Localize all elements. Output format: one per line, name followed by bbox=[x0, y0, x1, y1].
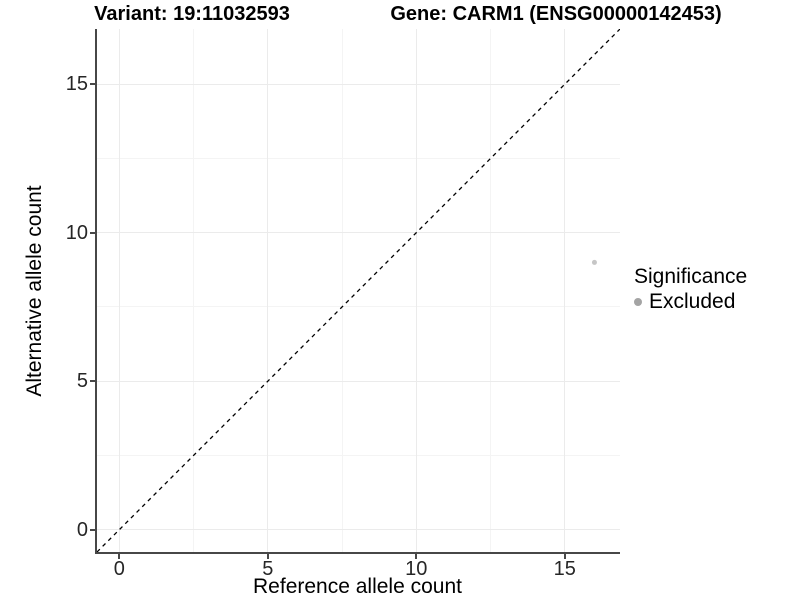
plot-title-variant: Variant: 19:11032593 bbox=[94, 3, 290, 25]
x-tick-mark bbox=[266, 554, 269, 559]
minor-gridline-vertical bbox=[341, 29, 343, 552]
minor-gridline-horizontal bbox=[97, 454, 620, 456]
identity-dashed-line bbox=[97, 29, 620, 552]
data-point bbox=[591, 259, 597, 265]
minor-gridline-vertical bbox=[193, 29, 195, 552]
major-gridline-vertical bbox=[415, 29, 417, 552]
minor-gridline-horizontal bbox=[97, 306, 620, 308]
major-gridline-horizontal bbox=[97, 83, 620, 85]
major-gridline-horizontal bbox=[97, 380, 620, 382]
plot-canvas bbox=[97, 29, 620, 552]
minor-gridline-vertical bbox=[490, 29, 491, 552]
major-gridline-vertical bbox=[564, 29, 566, 552]
y-tick-mark bbox=[90, 83, 95, 86]
legend-point-icon bbox=[634, 297, 642, 306]
legend: Significance Excluded bbox=[634, 264, 747, 314]
x-tick-label: 0 bbox=[113, 558, 125, 580]
x-tick-label: 15 bbox=[553, 558, 576, 580]
y-tick-mark bbox=[90, 231, 95, 234]
major-gridline-horizontal bbox=[97, 529, 620, 531]
y-tick-mark bbox=[90, 380, 95, 383]
x-tick-label: 10 bbox=[405, 558, 428, 580]
y-axis-title: Alternative allele count bbox=[23, 185, 46, 397]
y-tick-label: 10 bbox=[65, 221, 88, 244]
plot-title-gene: Gene: CARM1 (ENSG00000142453) bbox=[390, 3, 722, 25]
minor-gridline-horizontal bbox=[97, 157, 620, 159]
x-tick-label: 5 bbox=[262, 558, 274, 580]
x-axis-title: Reference allele count bbox=[253, 575, 462, 598]
y-tick-mark bbox=[90, 528, 95, 531]
legend-title: Significance bbox=[634, 265, 748, 288]
plot-panel bbox=[95, 29, 620, 554]
major-gridline-vertical bbox=[267, 29, 269, 552]
y-tick-label: 5 bbox=[76, 370, 88, 393]
legend-entry-excluded: Excluded bbox=[634, 289, 747, 314]
x-tick-mark bbox=[563, 554, 566, 559]
x-tick-mark bbox=[415, 554, 418, 559]
x-tick-mark bbox=[118, 554, 121, 559]
y-tick-label: 15 bbox=[65, 73, 88, 96]
major-gridline-vertical bbox=[118, 29, 120, 552]
major-gridline-horizontal bbox=[97, 232, 620, 234]
y-tick-label: 0 bbox=[76, 518, 88, 541]
legend-entry-label: Excluded bbox=[649, 290, 736, 313]
